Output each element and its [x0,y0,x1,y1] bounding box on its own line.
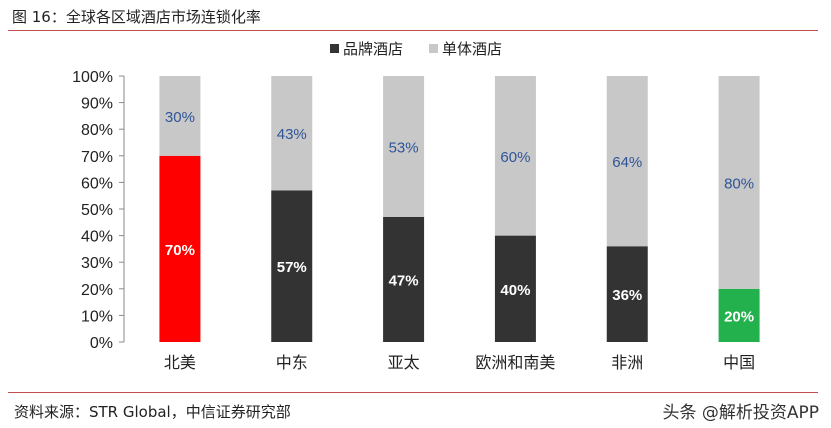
y-axis: 0% 10% 20% 30% 40% 50% 60% 70% 80% 90% 100% [72,69,125,352]
data-label: 64% [612,154,642,171]
y-tick-label: 10% [81,308,113,325]
data-label: 60% [500,149,530,166]
y-tick-label: 90% [81,96,113,113]
source-divider [8,392,818,393]
legend-swatch-1 [330,44,339,53]
data-label: 30% [165,109,195,126]
title-divider [8,30,818,31]
bar-independent-1 [159,76,201,156]
y-tick-label: 30% [81,255,113,272]
y-tick-label: 40% [81,229,113,246]
bar-brand-2 [271,190,313,342]
x-axis: 北美 中东 亚太 欧洲和南美 非洲 中国 [164,354,755,372]
legend-label-2: 单体酒店 [442,41,502,58]
bar-independent-2 [271,76,313,191]
source-note: 资料来源：STR Global，中信证券研究部 [14,403,291,421]
y-tick-label: 20% [81,282,113,299]
x-tick-label: 北美 [164,354,196,372]
watermark: 头条 @解析投资APP [662,403,819,423]
bar-brand-5 [606,246,648,342]
bars: 70% 30% 57% 43% 47% 53% 40% 60% 36% 64% 20% 80% [159,76,760,342]
x-tick-label: 中国 [723,354,755,372]
data-label: 43% [277,126,307,143]
y-tick-label: 80% [81,122,113,139]
figure-title: 图 16：全球各区域酒店市场连锁化率 [12,8,261,26]
y-tick-label: 0% [90,335,113,352]
bar-brand-4 [494,235,536,342]
x-tick-label: 中东 [276,354,308,372]
data-label: 40% [500,282,530,299]
x-tick-label: 欧洲和南美 [475,354,555,372]
bar-brand-6 [718,288,760,342]
bar-independent-5 [606,76,648,247]
legend-label-1: 品牌酒店 [343,41,403,58]
y-tick-label: 60% [81,175,113,192]
bar-independent-6 [718,76,760,289]
y-tick-label: 100% [72,69,113,86]
data-label: 53% [389,139,419,156]
legend-swatch-2 [429,44,438,53]
x-tick-label: 非洲 [611,354,643,372]
x-tick-label: 亚太 [388,354,420,372]
data-label: 70% [165,242,195,259]
data-label: 80% [724,175,754,192]
bar-brand-1 [159,155,201,342]
data-label: 57% [277,259,307,276]
bar-independent-3 [383,76,425,217]
bar-brand-3 [383,216,425,342]
bar-independent-4 [494,76,536,236]
y-tick-label: 70% [81,149,113,166]
data-label: 36% [612,287,642,304]
y-tick-label: 50% [81,202,113,219]
data-label: 20% [724,308,754,325]
data-label: 47% [389,272,419,289]
legend: 品牌酒店 单体酒店 [330,41,502,58]
